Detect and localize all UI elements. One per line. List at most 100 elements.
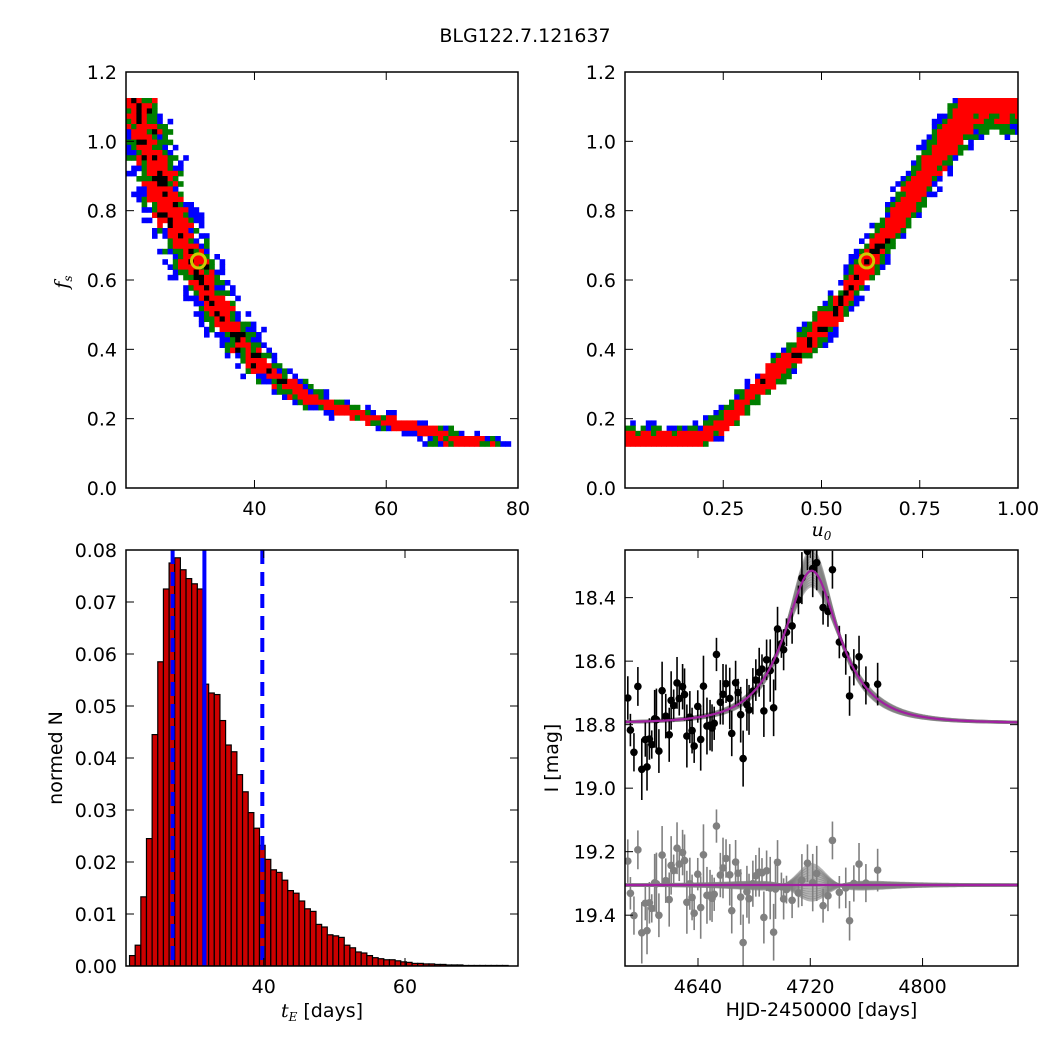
heatmap-cell [235, 332, 241, 338]
heatmap-cell [931, 170, 938, 177]
heatmap-cell [365, 410, 371, 416]
heatmap-cell [131, 144, 137, 151]
heatmap-cell [266, 352, 272, 359]
histogram-bar [134, 944, 142, 966]
x-label-sub: 0 [824, 529, 832, 543]
heatmap-cell [1004, 113, 1011, 120]
heatmap-cell [963, 113, 969, 120]
heatmap-cell [734, 404, 740, 411]
data-point [690, 742, 698, 750]
heatmap-cell [167, 243, 174, 250]
heatmap-cell [957, 129, 964, 135]
heatmap-cell [895, 191, 901, 198]
heatmap-cell [848, 295, 855, 302]
heatmap-cell [833, 306, 839, 312]
heatmap-cell [438, 425, 444, 432]
heatmap-cell [334, 399, 340, 406]
heatmap-cell [240, 321, 246, 328]
heatmap-cell [630, 436, 636, 442]
heatmap-cell [230, 337, 236, 343]
heatmap-cell [900, 228, 907, 234]
heatmap-cell [968, 124, 974, 130]
heatmap-cell [484, 436, 491, 442]
heatmap-cell [349, 415, 356, 421]
heatmap-cell [178, 207, 184, 213]
heatmap-cell [957, 118, 964, 125]
heatmap-cell [895, 207, 901, 213]
heatmap-cell [183, 274, 189, 281]
heatmap-cell [853, 285, 860, 291]
heatmap-cell [833, 326, 839, 333]
heatmap-cell [224, 326, 231, 333]
heatmap-cell [209, 259, 215, 265]
heatmap-cell [157, 207, 163, 213]
heatmap-cell [838, 290, 844, 296]
heatmap-cell [770, 358, 777, 364]
heatmap-cell [386, 415, 392, 421]
heatmap-cell [178, 217, 184, 224]
heatmap-cell [1009, 108, 1016, 114]
heatmap-cell [198, 222, 205, 229]
residual-point [696, 903, 705, 912]
data-point [769, 704, 778, 712]
heatmap-cell [874, 233, 881, 239]
heatmap-cell [900, 181, 907, 187]
heatmap-cell [656, 430, 662, 437]
heatmap-cell [983, 129, 990, 135]
heatmap-cell [905, 176, 912, 182]
histogram-bar [179, 569, 187, 966]
histogram-bar [236, 774, 244, 966]
heatmap-cell [723, 425, 730, 432]
heatmap-cell [718, 430, 725, 437]
heatmap-cell [453, 436, 460, 442]
heatmap-cell [458, 430, 465, 437]
heatmap-cell [157, 228, 163, 234]
heatmap-cell [952, 150, 959, 156]
heatmap-cell [937, 113, 943, 120]
residual-point [798, 876, 806, 884]
heatmap-cell [152, 129, 158, 135]
heatmap-cell [978, 108, 985, 114]
heatmap-cell [167, 160, 174, 166]
heatmap-cell [957, 103, 964, 109]
heatmap-cell [999, 118, 1005, 125]
heatmap-cell [328, 399, 335, 406]
data-point [710, 719, 719, 728]
data-point [634, 682, 642, 691]
residual-point [647, 904, 656, 913]
heatmap-cell [162, 217, 168, 224]
heatmap-cell [801, 326, 808, 333]
residual-point [655, 911, 663, 920]
heatmap-cell [895, 212, 901, 218]
heatmap-cell [136, 176, 142, 182]
x-axis-label: HJD-2450000 [days] [726, 999, 918, 1021]
histogram-bar [151, 733, 159, 966]
heatmap-cell [640, 436, 647, 442]
heatmap-cell [235, 316, 241, 322]
heatmap-cell [812, 347, 818, 354]
heatmap-cell [848, 259, 855, 265]
heatmap-cell [666, 430, 673, 437]
heatmap-cell [167, 129, 174, 135]
heatmap-cell [141, 134, 148, 140]
heatmap-cell [916, 155, 922, 161]
heatmap-cell [271, 368, 278, 374]
heatmap-cell [146, 108, 153, 114]
histogram-bar [332, 935, 340, 966]
heatmap-cell [214, 321, 220, 328]
heatmap-cell [671, 430, 678, 437]
heatmap-cell [198, 316, 205, 322]
histogram-bar [224, 744, 232, 966]
heatmap-cell [848, 274, 855, 281]
heatmap-cell [1015, 129, 1018, 135]
heatmap-cell [853, 290, 860, 296]
heatmap-cell [240, 342, 246, 348]
heatmap-cell [833, 321, 839, 328]
y-tick-label: 0.01 [75, 904, 117, 926]
heatmap-cell [141, 176, 148, 182]
heatmap-cell [781, 373, 787, 380]
heatmap-cell [708, 430, 714, 437]
heatmap-cell [193, 274, 200, 281]
heatmap-cell [916, 212, 922, 218]
